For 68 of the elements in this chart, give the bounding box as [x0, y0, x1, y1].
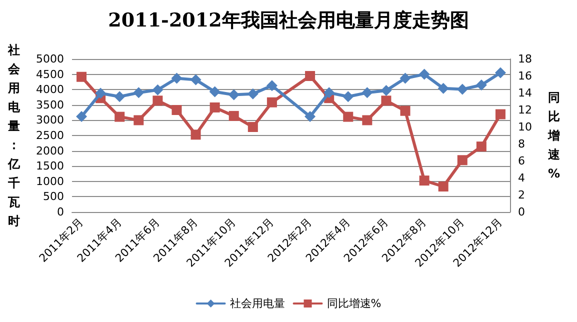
point	[210, 102, 220, 112]
point	[209, 86, 220, 98]
point	[248, 122, 258, 132]
y2-axis-title: 同比增速%	[547, 90, 561, 180]
y-tick-label: 3500	[36, 98, 64, 112]
point	[114, 112, 125, 122]
point	[362, 87, 373, 98]
point	[190, 74, 202, 86]
point	[95, 88, 106, 99]
y-tick-label: 4500	[36, 68, 64, 81]
point	[342, 91, 354, 102]
point	[190, 130, 201, 140]
y2-tick-label: 18	[518, 52, 532, 66]
y-tick-label: 1000	[36, 174, 64, 188]
point	[266, 80, 278, 92]
y-tick-label: 3000	[36, 114, 64, 127]
y2-tick-label: 0	[518, 206, 525, 218]
point	[228, 110, 239, 121]
point	[438, 182, 448, 192]
point	[228, 89, 240, 100]
point	[171, 72, 182, 84]
point	[456, 84, 468, 95]
point	[76, 72, 87, 82]
y-tick-label: 5000	[36, 52, 64, 66]
y2-tick-label: 2	[518, 188, 525, 202]
text: 社会用电量：亿千瓦时	[8, 43, 20, 228]
point	[400, 72, 411, 84]
point	[324, 87, 335, 98]
point	[476, 142, 486, 152]
point	[247, 88, 258, 100]
y2-tick-label: 14	[518, 86, 532, 100]
point	[400, 106, 410, 116]
point	[343, 112, 354, 122]
y-tick-label: 0	[57, 206, 64, 218]
point	[152, 84, 164, 96]
point	[134, 115, 144, 126]
point	[418, 68, 430, 80]
y2-tick-label: 12	[518, 104, 532, 116]
y-tick-label: 2000	[36, 144, 64, 158]
y-tick-label: 2500	[36, 129, 64, 142]
y-tick-label: 1500	[36, 160, 64, 173]
point	[152, 96, 163, 106]
y2-tick-label: 16	[518, 70, 532, 82]
point	[304, 111, 316, 122]
y-tick-label: 4000	[36, 83, 64, 96]
chart-title: 2011-2012年我国社会用电量月度走势图	[108, 10, 469, 32]
point	[495, 109, 506, 120]
legend-label: 社会用电量	[230, 297, 285, 310]
point	[380, 85, 392, 96]
point	[76, 111, 88, 122]
legend-label: 同比增速%	[326, 297, 382, 310]
point	[419, 176, 430, 186]
point	[133, 87, 144, 98]
point	[494, 67, 506, 78]
point	[362, 115, 372, 126]
point	[476, 80, 487, 91]
point	[114, 91, 126, 102]
y2-tick-label: 6	[518, 154, 525, 168]
point	[381, 96, 392, 106]
point	[305, 71, 316, 81]
y-tick-label: 500	[43, 190, 64, 204]
point	[266, 97, 277, 108]
y2-tick-label: 8	[518, 138, 525, 150]
y2-tick-label: 4	[518, 172, 525, 184]
point	[438, 82, 449, 94]
point	[172, 105, 182, 115]
y2-tick-label: 10	[518, 120, 532, 134]
point	[457, 155, 468, 166]
